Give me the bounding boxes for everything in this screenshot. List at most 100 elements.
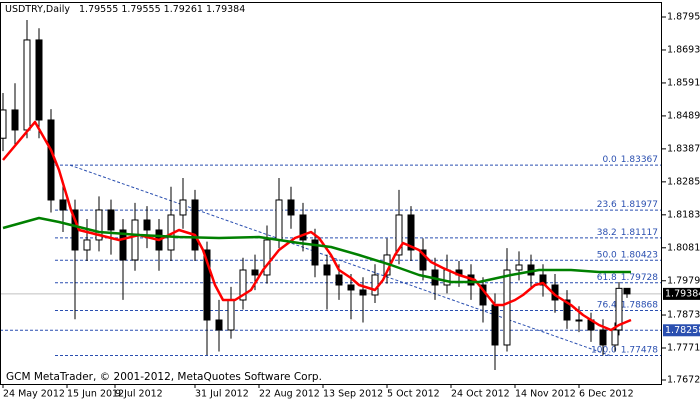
candle-body <box>515 264 523 271</box>
x-tick-label: 24 Oct 2012 <box>451 389 510 400</box>
header-high: 1.79555 <box>121 4 160 15</box>
candle-body <box>615 287 623 331</box>
copyright: GCM MetaTrader, © 2001-2012, MetaQuotes … <box>6 371 322 383</box>
candle-body <box>263 239 271 276</box>
candle-body <box>83 239 91 251</box>
candle-body <box>323 264 331 276</box>
candle-body <box>107 209 115 231</box>
candle-body <box>287 199 295 216</box>
fib-value: 1.80423 <box>621 250 658 260</box>
y-tick-label: 1.85910 <box>667 77 700 88</box>
y-tick-label: 1.86930 <box>667 44 700 55</box>
current-price-tag-box <box>663 287 700 300</box>
fib-level: 61.8 <box>597 272 617 282</box>
y-tick-label: 1.76720 <box>667 374 700 385</box>
x-tick-label: 5 Oct 2012 <box>387 389 440 400</box>
fib-label: 100.0 1.77478 <box>591 345 658 355</box>
y-tick-label: 1.82850 <box>667 176 700 187</box>
candle-body <box>503 269 511 346</box>
fib-level: 38.2 <box>597 227 617 237</box>
plot-frame <box>0 2 662 385</box>
fib-value: 1.77478 <box>621 345 658 355</box>
candle-body <box>419 249 427 271</box>
y-tick-label: 1.78730 <box>667 310 700 321</box>
x-tick-label: 6 Dec 2012 <box>579 389 634 400</box>
candle-body <box>335 274 343 286</box>
candle-body <box>131 219 139 261</box>
candle-body <box>407 214 415 251</box>
fib-level: 100.0 <box>591 345 617 355</box>
y-tick-label: 1.81830 <box>667 209 700 220</box>
fib-level: 76.4 <box>597 300 617 310</box>
x-tick-label: 9 Jul 2012 <box>115 389 163 400</box>
x-tick-label: 22 Aug 2012 <box>259 389 320 400</box>
candle-body <box>143 219 151 231</box>
y-tick-label: 1.83870 <box>667 143 700 154</box>
fib-label: 50.0 1.80423 <box>597 250 658 260</box>
candle-body <box>563 299 571 321</box>
header-low: 1.79261 <box>164 4 203 15</box>
fib-label: 38.2 1.81117 <box>597 227 658 237</box>
x-tick-label: 14 Nov 2012 <box>515 389 576 400</box>
x-tick-label: 15 Jun 2012 <box>67 389 124 400</box>
fib-value: 1.83367 <box>621 155 658 165</box>
fib-label: 76.4 1.78868 <box>597 300 659 310</box>
candle-body <box>227 299 235 331</box>
x-tick-label: 24 May 2012 <box>3 389 65 400</box>
price-line-tag-label: 1.78258 <box>665 325 700 336</box>
fib-value: 1.81117 <box>621 227 658 237</box>
candle-body <box>23 39 31 131</box>
price-line-tag-box <box>663 324 700 337</box>
candle-body <box>311 239 319 266</box>
candle-body <box>359 289 367 296</box>
header-open: 1.79555 <box>79 4 118 15</box>
candle-body <box>347 284 355 291</box>
current-price-tag-label: 1.79384 <box>665 288 700 299</box>
candle-body <box>35 39 43 121</box>
candle-body <box>539 274 547 286</box>
x-tick-label: 31 Jul 2012 <box>195 389 249 400</box>
fib-label: 23.6 1.81977 <box>597 200 658 210</box>
candle-body <box>623 287 631 295</box>
y-tick-label: 1.87950 <box>667 11 700 22</box>
candle-body <box>95 209 103 241</box>
fib-level: 23.6 <box>597 200 617 210</box>
candle-body <box>11 109 19 131</box>
chart-header: USDTRY,Daily 1.79555 1.79555 1.79261 1.7… <box>5 4 245 15</box>
fib-value: 1.78868 <box>621 300 658 310</box>
candle-body <box>599 329 607 346</box>
candle-body <box>203 249 211 321</box>
fib-value: 1.81977 <box>621 200 658 210</box>
y-tick-label: 1.80810 <box>667 242 700 253</box>
fib-value: 1.79728 <box>621 272 658 282</box>
candle-body <box>395 214 403 256</box>
y-tick-label: 1.77710 <box>667 342 700 353</box>
fib-level: 50.0 <box>597 250 617 260</box>
candle-body <box>575 319 583 322</box>
candle-body <box>191 199 199 251</box>
fib-trendline <box>69 164 611 356</box>
header-close: 1.79384 <box>206 4 245 15</box>
candle-body <box>47 119 55 201</box>
fib-level: 0.0 <box>602 155 617 165</box>
candle-body <box>611 329 619 346</box>
candle-body <box>251 269 259 276</box>
candle-body <box>59 199 67 211</box>
candle-body <box>299 214 307 241</box>
x-tick-label: 13 Sep 2012 <box>323 389 383 400</box>
candle-body <box>119 229 127 261</box>
candle-body <box>491 304 499 346</box>
y-tick-label: 1.79790 <box>667 275 700 286</box>
candle-body <box>179 199 187 216</box>
candle-body <box>371 274 379 296</box>
fib-label: 0.0 1.83367 <box>602 155 658 165</box>
candle-body <box>275 199 283 241</box>
fib-label: 61.8 1.79728 <box>597 272 659 282</box>
candle-body <box>215 319 223 331</box>
moving-average <box>2 216 631 284</box>
symbol: USDTRY,Daily <box>5 4 70 15</box>
y-tick-label: 1.84890 <box>667 110 700 121</box>
